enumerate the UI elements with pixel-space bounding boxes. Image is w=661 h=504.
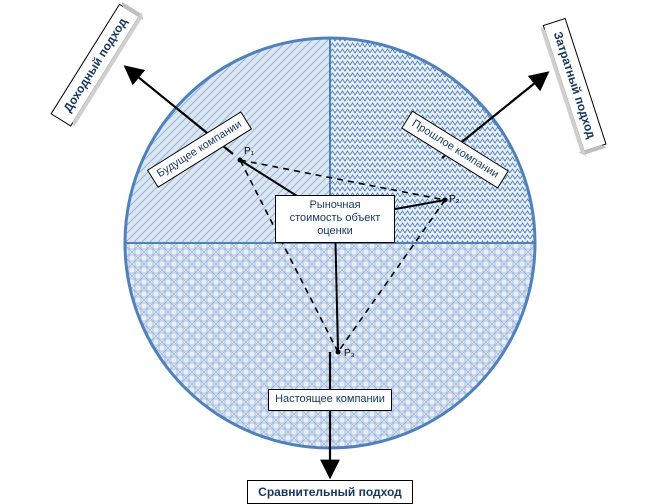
inner-label-present: Настоящее компании	[268, 389, 392, 410]
point-label-p2: P₂	[449, 194, 460, 205]
center-label: Рыночная стоимость объект оценки	[275, 195, 395, 243]
outer-label-comparative: Сравнительный подход	[247, 480, 413, 504]
point-label-p1: P₁	[244, 146, 254, 157]
point-label-p3: P₃	[344, 348, 355, 359]
diagram-stage: Рыночная стоимость объект оценки Будущее…	[0, 0, 661, 504]
